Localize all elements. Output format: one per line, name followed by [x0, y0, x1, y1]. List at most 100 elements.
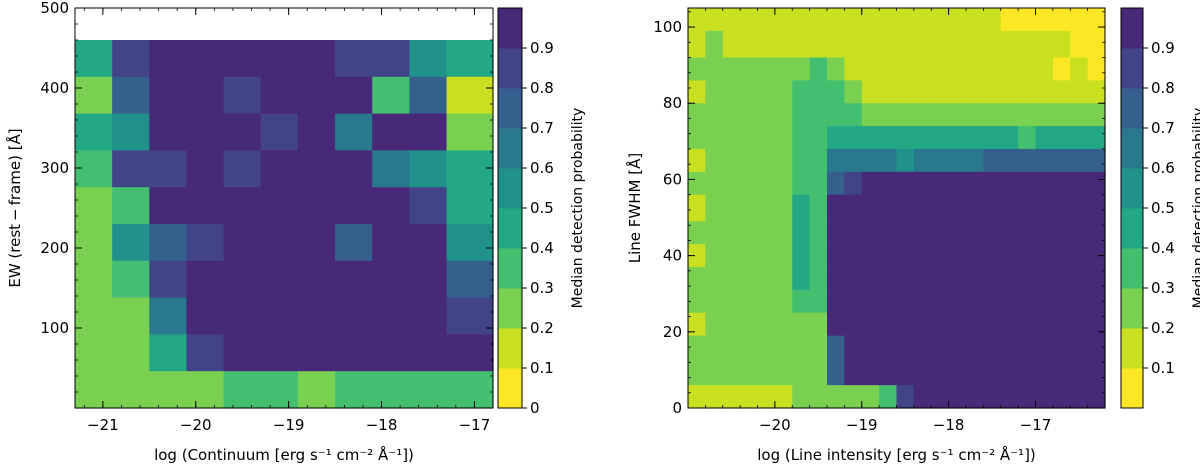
heatmap-cell [705, 57, 724, 81]
heatmap-cell [1018, 358, 1037, 386]
heatmap-cell [297, 260, 336, 299]
heatmap-cell [948, 171, 967, 196]
heatmap-cell [722, 194, 741, 222]
heatmap-cell [446, 224, 494, 262]
heatmap-cell [409, 224, 448, 262]
heatmap-cell [983, 267, 1002, 291]
heatmap-cell [931, 335, 950, 360]
heatmap-cell [809, 312, 828, 337]
heatmap-cell [446, 113, 494, 151]
heatmap-cell [409, 150, 448, 188]
axes-frame [74, 7, 494, 409]
colorbar-tick-label: 0.7 [1151, 119, 1175, 137]
heatmap-cell [722, 80, 741, 104]
heatmap-cell [809, 289, 828, 314]
heatmap-cell [931, 8, 950, 32]
heatmap-cell [112, 297, 150, 335]
heatmap-cell [260, 113, 299, 151]
heatmap-cell [75, 40, 113, 78]
heatmap-cell [792, 80, 811, 104]
heatmap-cell [827, 194, 845, 222]
heatmap-cell [1000, 194, 1019, 222]
heatmap-cell [75, 187, 113, 225]
colorbar-band [1121, 8, 1143, 49]
colorbar-band [1121, 128, 1143, 169]
heatmap-cell [740, 335, 759, 360]
heatmap-cell [844, 244, 863, 268]
heatmap-cell [705, 385, 724, 409]
colorbar-label: Median detection probability [1191, 108, 1200, 309]
heatmap-cell [740, 358, 759, 386]
heatmap-cell [1018, 244, 1037, 268]
heatmap-cell [149, 113, 188, 151]
heatmap-cell [931, 30, 950, 59]
heatmap-cell [372, 187, 410, 225]
heatmap-cell [792, 244, 811, 268]
x-tick-label: −20 [759, 416, 791, 434]
heatmap-cell [705, 30, 724, 59]
heatmap-cell [931, 289, 950, 314]
heatmap-cell [1035, 57, 1054, 81]
heatmap-cell [792, 171, 811, 196]
heatmap-cell [774, 148, 793, 173]
colorbar-tick-label: 0.3 [1151, 279, 1175, 297]
heatmap-cell [879, 244, 898, 268]
colorbar-tick-label: 0.6 [530, 159, 554, 177]
heatmap-cell [931, 312, 950, 337]
heatmap-cell [983, 80, 1002, 104]
x-tick-label: −17 [459, 416, 491, 434]
heatmap-cell [149, 297, 188, 335]
heatmap-cell [774, 335, 793, 360]
heatmap-cell [1052, 289, 1071, 314]
heatmap-cell [1070, 194, 1089, 222]
heatmap-cell [774, 358, 793, 386]
heatmap-cell [1087, 148, 1106, 173]
heatmap-cell [844, 267, 863, 291]
heatmap-cell [722, 312, 741, 337]
heatmap-cell [879, 8, 898, 32]
heatmap-cell [913, 385, 932, 409]
heatmap-cell [774, 267, 793, 291]
heatmap-cell [1018, 194, 1037, 222]
heatmap-cell [913, 8, 932, 32]
heatmap-cell [896, 80, 915, 104]
heatmap-cell [931, 148, 950, 173]
heatmap-cell [223, 187, 262, 225]
heatmap-cell [827, 267, 845, 291]
heatmap-cell [688, 335, 706, 360]
heatmap-cell [1087, 244, 1106, 268]
heatmap-cell [809, 221, 828, 245]
heatmap-cell [879, 126, 898, 150]
heatmap-cell [879, 148, 898, 173]
heatmap-cell [446, 150, 494, 188]
colorbar-tick-label: 0.3 [530, 279, 554, 297]
heatmap-cell [1070, 221, 1089, 245]
heatmap-cell [223, 334, 262, 372]
heatmap-cell [1087, 385, 1106, 409]
heatmap-cell [983, 385, 1002, 409]
heatmap-cell [966, 267, 984, 291]
heatmap-cell [1070, 289, 1089, 314]
heatmap-cell [409, 297, 448, 335]
heatmap-cell [879, 103, 898, 127]
x-axis-title: log (Line intensity [erg s⁻¹ cm⁻² Å⁻¹]) [757, 445, 1036, 464]
heatmap-cell [966, 57, 984, 81]
heatmap-cell [372, 113, 410, 151]
heatmap-cell [335, 371, 373, 409]
heatmap-cell [372, 150, 410, 188]
heatmap-cell [966, 30, 984, 59]
x-tick-label: −19 [273, 416, 305, 434]
heatmap-cell [75, 334, 113, 372]
heatmap-cell [688, 194, 706, 222]
heatmap-cell [372, 40, 410, 78]
heatmap-cell [913, 103, 932, 127]
heatmap-cell [75, 76, 113, 115]
heatmap-cell [844, 171, 863, 196]
heatmap-cell [896, 30, 915, 59]
heatmap-cell [792, 358, 811, 386]
heatmap-cell [931, 80, 950, 104]
heatmap-cell [1052, 358, 1071, 386]
colorbar-tick-label: 0 [530, 399, 540, 417]
heatmap-cell [757, 385, 776, 409]
heatmap-cell [809, 57, 828, 81]
